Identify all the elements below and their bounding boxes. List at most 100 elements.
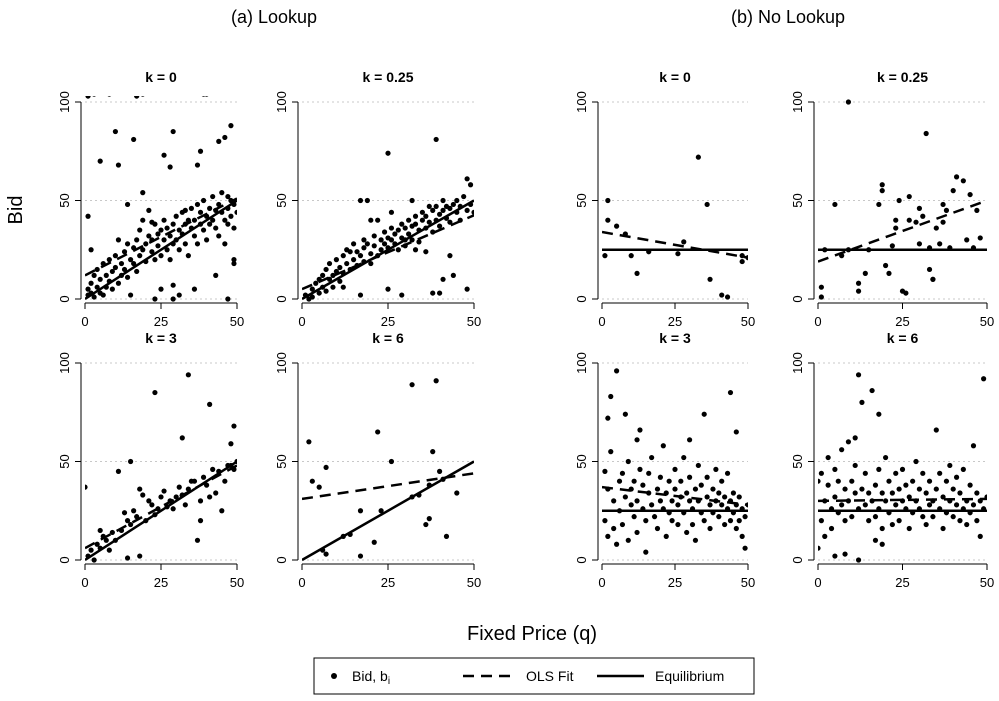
bid-point [960, 178, 966, 184]
bid-point [910, 90, 915, 95]
bid-point [739, 258, 745, 265]
bid-point [347, 531, 353, 537]
x-tick-label: 25 [668, 575, 682, 590]
bid-point [893, 217, 899, 223]
bid-point [437, 290, 443, 296]
plot-area [85, 96, 237, 302]
bid-point [832, 494, 838, 500]
bid-point [140, 217, 146, 223]
bid-point [152, 512, 158, 518]
bid-point [457, 203, 463, 210]
bid-point [333, 268, 339, 275]
bid-point [368, 251, 374, 257]
bid-point [213, 272, 219, 278]
bid-point [152, 221, 158, 227]
bid-point [228, 441, 234, 447]
bid-point [974, 490, 980, 496]
bid-point [121, 510, 128, 516]
bid-point [450, 201, 456, 208]
bid-point [231, 423, 237, 429]
bid-point [646, 249, 652, 255]
bid-point [862, 502, 868, 508]
bid-point [970, 502, 977, 508]
bid-point [194, 537, 201, 543]
bid-point [161, 217, 167, 223]
bid-point [118, 260, 125, 267]
bid-point [701, 518, 707, 524]
bid-point [197, 148, 204, 154]
bid-point [222, 217, 228, 223]
bid-point [316, 484, 322, 490]
bid-point [733, 502, 739, 508]
bid-point [981, 90, 986, 95]
bid-point [423, 213, 429, 219]
bid-point [143, 518, 149, 524]
bid-point [710, 510, 716, 516]
y-tick-label: 0 [57, 295, 72, 302]
bid-point [155, 506, 161, 512]
bid-point [692, 486, 699, 492]
bid-point [179, 492, 185, 498]
bid-point [886, 270, 892, 276]
bid-point [128, 521, 134, 528]
bid-point [121, 249, 128, 255]
bid-point [430, 207, 436, 213]
y-tick-label: 100 [790, 91, 805, 113]
bid-point [663, 533, 669, 539]
bid-point [179, 209, 185, 215]
bid-point [675, 502, 681, 508]
bid-point [634, 270, 640, 276]
ols-fit-line [302, 472, 474, 501]
y-axis-title: Bid [5, 196, 27, 225]
panel-title: k = 6 [372, 330, 404, 346]
bid-point [964, 498, 970, 504]
bid-point [625, 458, 631, 465]
bid-point [906, 494, 912, 500]
bid-point [302, 292, 309, 298]
bid-point [654, 525, 661, 532]
bid-point [730, 510, 737, 516]
bid-point [859, 486, 865, 492]
bid-point [634, 437, 640, 443]
bid-point [681, 454, 687, 461]
bid-point [146, 498, 152, 504]
bid-point [231, 260, 237, 267]
bid-point [94, 284, 100, 290]
bid-point [115, 237, 122, 243]
bid-point [320, 272, 326, 278]
panel-3-k-0: k = 0 0 50 100 0 25 50 [574, 69, 755, 329]
bid-point [191, 286, 198, 292]
bid-point [852, 490, 858, 496]
bid-point [835, 510, 841, 516]
bid-point [231, 466, 237, 472]
bid-point [920, 514, 926, 520]
y-tick-label: 50 [57, 454, 72, 468]
bid-point [170, 506, 176, 512]
bid-point [112, 264, 118, 271]
bid-point [454, 197, 460, 204]
bid-point [707, 502, 713, 508]
bid-point [724, 294, 731, 300]
bid-point [937, 241, 943, 247]
bid-point [953, 502, 960, 508]
bid-point [689, 506, 696, 512]
bid-point [981, 506, 987, 512]
bid-point [323, 464, 329, 471]
bid-point [94, 266, 100, 273]
bid-point [926, 478, 933, 484]
bid-point [862, 470, 868, 476]
bid-point [646, 490, 652, 496]
bid-point [97, 527, 103, 534]
bid-point [88, 247, 94, 253]
x-tick-label: 25 [668, 314, 682, 329]
y-tick-label: 50 [274, 454, 289, 468]
bid-point [984, 494, 987, 500]
bid-point [450, 272, 456, 278]
bid-point [967, 191, 973, 198]
x-tick-label: 25 [154, 575, 168, 590]
panel-title: k = 3 [659, 330, 691, 346]
bid-point [107, 96, 112, 97]
bid-point [158, 494, 164, 500]
bid-point [879, 525, 885, 532]
bid-point [651, 514, 658, 520]
